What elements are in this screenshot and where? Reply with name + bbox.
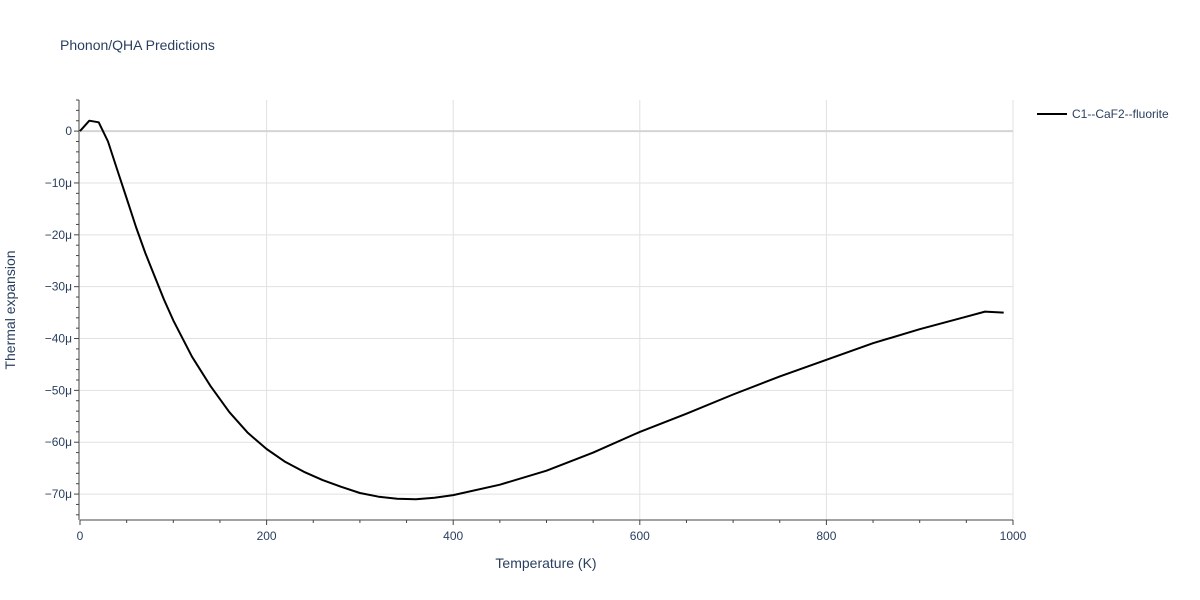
chart-title: Phonon/QHA Predictions xyxy=(60,37,215,53)
x-tick-label: 0 xyxy=(77,529,84,543)
y-tick-label: −10μ xyxy=(45,176,72,190)
series-layer xyxy=(79,119,1004,501)
y-tick-label: −70μ xyxy=(45,487,72,501)
y-tick-label: −40μ xyxy=(45,332,72,346)
series-line[interactable] xyxy=(79,119,1004,501)
y-tick-label: 0 xyxy=(65,124,72,138)
x-tick-label: 400 xyxy=(443,529,463,543)
y-tick-label: −50μ xyxy=(45,383,72,397)
axes: 0 200 400 600 800 1000 0 −10μ −20μ −30μ −40μ −50μ −6… xyxy=(45,99,1027,543)
y-axis-title: Thermal expansion xyxy=(2,250,18,369)
x-tick-label: 800 xyxy=(816,529,836,543)
x-axis-title: Temperature (K) xyxy=(495,555,596,571)
y-tick-label: −20μ xyxy=(45,228,72,242)
x-tick-label: 600 xyxy=(630,529,650,543)
legend-label: C1--CaF2--fluorite xyxy=(1072,107,1169,121)
x-tick-label: 200 xyxy=(257,529,277,543)
x-tick-label: 1000 xyxy=(1000,529,1027,543)
grid xyxy=(80,100,1014,520)
y-tick-label: −30μ xyxy=(45,280,72,294)
y-tick-label: −60μ xyxy=(45,435,72,449)
legend[interactable]: C1--CaF2--fluorite xyxy=(1037,107,1169,121)
